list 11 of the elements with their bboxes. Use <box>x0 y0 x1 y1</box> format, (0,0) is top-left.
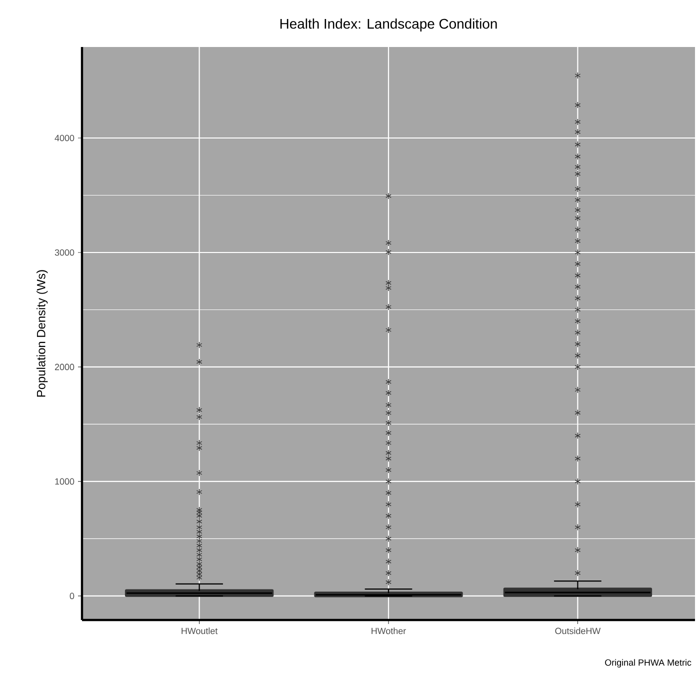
x-tick-label: HWoutlet <box>182 628 218 634</box>
y-tick-label: 2000 <box>54 364 74 370</box>
x-tick-label: HWother <box>372 628 406 634</box>
text: Original PHWA Metric <box>605 659 692 668</box>
y-axis-title: Population Density (Ws) <box>36 270 48 397</box>
y-tick-label: 1000 <box>55 478 74 485</box>
y-tick-label: 4000 <box>54 134 74 142</box>
y-tick-label: 3000 <box>54 249 74 256</box>
y-tick-label: 0 <box>70 592 74 600</box>
chart-title: Health Index: Landscape Condition <box>280 18 497 32</box>
x-tick-label: OutsideHW <box>555 628 601 634</box>
